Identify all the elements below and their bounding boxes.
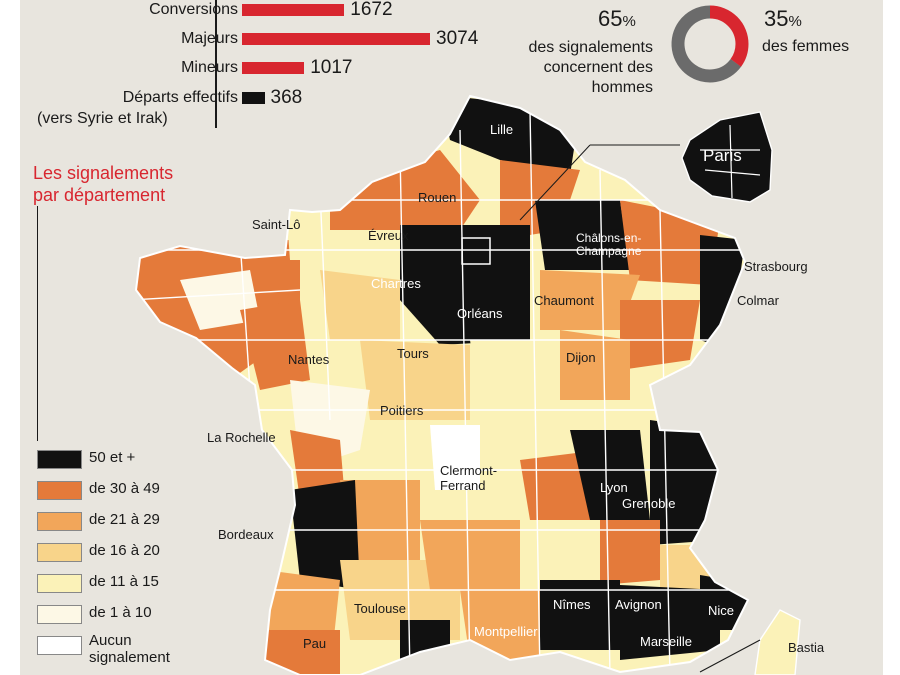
city-label: Clermont-Ferrand — [440, 463, 498, 493]
stat-bar — [242, 4, 345, 16]
city-label: Bordeaux — [218, 527, 274, 542]
city-label: Chartres — [371, 276, 421, 291]
legend-swatch — [37, 605, 82, 624]
dept-touraine — [360, 340, 470, 420]
legend-swatch — [37, 512, 82, 531]
men-percentage: 65% — [598, 6, 636, 31]
dept-normandy — [300, 150, 480, 230]
stat-label: Majeurs — [181, 30, 238, 47]
city-label: Rouen — [418, 190, 457, 205]
corsica — [754, 609, 801, 675]
ile-de-france-box — [461, 237, 491, 265]
stat-value: 1017 — [310, 57, 353, 78]
dept-gard-herault — [540, 580, 620, 650]
city-label: Lille — [490, 122, 514, 137]
dept-centre-black — [400, 225, 530, 345]
stat-label: Conversions — [149, 1, 238, 18]
legend-label: Aucun signalement — [89, 632, 170, 666]
dept-dordogne — [340, 480, 420, 560]
stat-value: 1672 — [350, 0, 393, 20]
legend-label: de 1 à 10 — [89, 604, 152, 621]
legend-swatch — [37, 574, 82, 593]
stat-label: Départs effectifs — [122, 89, 238, 106]
city-label: Dijon — [566, 350, 596, 365]
legend-swatch — [37, 450, 82, 469]
dept-pyr-atl — [265, 630, 340, 675]
departs-sublabel: (vers Syrie et Irak) — [37, 110, 168, 127]
dept-paca — [620, 585, 720, 660]
dept-cotes — [180, 270, 260, 330]
city-label: Strasbourg — [744, 259, 808, 274]
women-percentage: 35% — [764, 6, 802, 31]
city-label: La Rochelle — [207, 430, 276, 445]
city-label: Grenoble — [622, 496, 676, 511]
city-label: Châlons-en-Champagne — [576, 231, 642, 258]
stat-row-conversions: Conversions 1672 — [30, 0, 490, 21]
city-label: Colmar — [737, 293, 779, 308]
stat-row-mineurs: Mineurs 1017 — [30, 57, 490, 79]
stat-label: Mineurs — [181, 59, 238, 76]
city-label: Orléans — [457, 306, 503, 321]
legend-label: de 11 à 15 — [89, 573, 159, 590]
gender-donut-chart — [671, 5, 749, 83]
donut-women-segment — [671, 5, 749, 83]
women-caption: des femmes — [762, 38, 850, 55]
dept-rhone — [570, 430, 650, 520]
dept-marne — [535, 200, 630, 270]
stat-row-departs: Départs effectifs 368 — [30, 87, 490, 109]
city-label: Paris — [703, 146, 742, 165]
men-caption: des signalements concernent des hommes — [528, 39, 653, 96]
dept-sarthe — [320, 270, 400, 340]
department-borders — [136, 109, 748, 675]
city-label: Nantes — [288, 352, 330, 367]
city-label: Montpellier — [474, 624, 538, 639]
dept-isere-savoie — [650, 420, 720, 545]
legend-swatch — [37, 636, 82, 655]
city-label: Saint-Lô — [252, 217, 301, 232]
map-section-title: Les signalements par département — [33, 163, 174, 205]
city-label: Pau — [303, 636, 327, 651]
city-label: Tours — [397, 346, 429, 361]
france-outline — [134, 94, 750, 675]
stat-bar — [242, 92, 265, 104]
dept-cote-dor — [560, 330, 630, 400]
stat-value: 368 — [270, 87, 303, 108]
dept-loire-atl — [240, 300, 310, 390]
dept-charente-mar — [290, 430, 345, 500]
city-label: Nîmes — [553, 597, 591, 612]
paris-leader-line — [519, 144, 591, 221]
department-regions — [136, 96, 748, 675]
legend-label: 50 et + — [89, 449, 136, 466]
city-label: Lyon — [600, 480, 628, 495]
dept-cantal — [420, 520, 520, 590]
city-label: Toulouse — [354, 601, 407, 616]
dept-doubs — [620, 300, 700, 370]
bar-axis-line — [215, 0, 217, 128]
dept-creuse — [430, 425, 480, 490]
stat-bar — [242, 33, 430, 45]
city-label: Évreux — [368, 228, 409, 243]
dept-drome — [600, 520, 660, 585]
legend-label: de 16 à 20 — [89, 542, 160, 559]
city-label: Avignon — [615, 597, 662, 612]
legend-label: de 30 à 49 — [89, 480, 160, 497]
legend-swatch — [37, 543, 82, 562]
stat-value: 3074 — [436, 28, 479, 49]
city-label: Poitiers — [380, 403, 424, 418]
city-label: Chaumont — [534, 293, 594, 308]
paris-inset — [681, 111, 773, 203]
city-label: Nice — [708, 603, 735, 618]
legend-swatch — [37, 481, 82, 500]
dept-haute-marne — [540, 270, 640, 330]
stat-bar — [242, 62, 305, 74]
legend-connector-line — [37, 206, 38, 441]
city-label: Marseille — [640, 634, 693, 649]
legend-label: de 21 à 29 — [89, 511, 160, 528]
dept-cher — [470, 340, 560, 410]
city-label: Bastia — [788, 640, 825, 655]
dept-aude — [460, 590, 540, 660]
stat-row-majeurs: Majeurs 3074 — [30, 28, 490, 50]
